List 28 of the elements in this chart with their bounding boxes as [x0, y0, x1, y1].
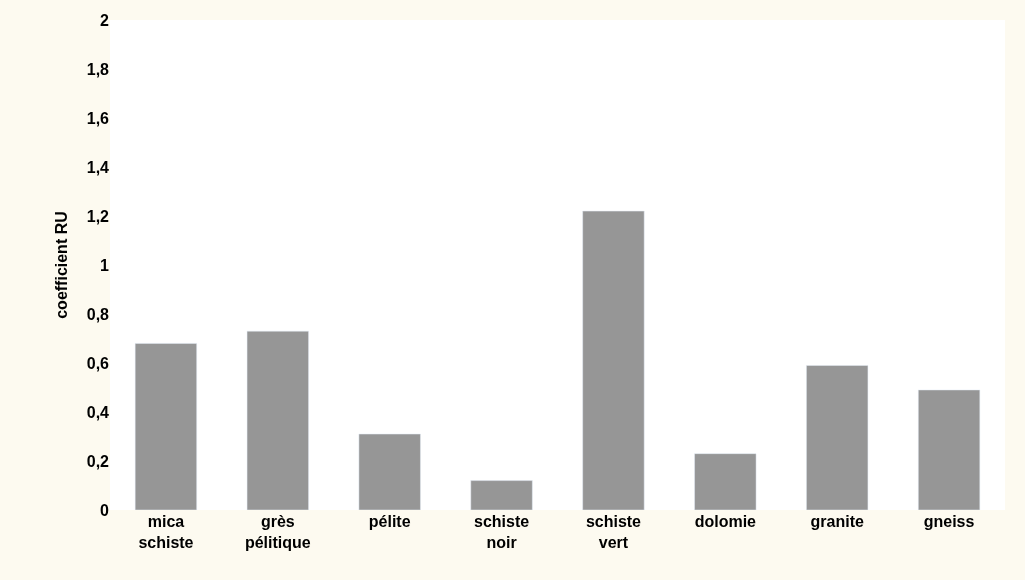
- bar: [694, 453, 757, 510]
- bar: [918, 389, 981, 510]
- y-axis-title: coefficient RU: [52, 211, 70, 319]
- bar: [470, 480, 533, 510]
- x-tick-label: schiste vert: [585, 513, 642, 551]
- y-tick-label: 1,2: [86, 207, 110, 225]
- y-tick-label: 1,8: [86, 60, 110, 78]
- y-tick-label: 1: [100, 256, 110, 274]
- bar: [246, 330, 309, 510]
- x-tick-label: schiste noir: [473, 513, 530, 551]
- y-tick-label: 0,6: [86, 354, 110, 372]
- x-tick-label: pélite: [368, 513, 411, 530]
- y-tick-label: 0,8: [86, 305, 110, 323]
- y-tick-label: 0,2: [86, 452, 110, 470]
- y-tick-label: 0,4: [86, 403, 110, 421]
- bar: [134, 343, 197, 510]
- bar: [358, 433, 421, 510]
- x-tick-label: grès pélitique: [244, 513, 311, 551]
- x-tick-label: gneiss: [923, 513, 975, 530]
- bar: [806, 365, 869, 510]
- y-tick-label: 1,6: [86, 109, 110, 127]
- bar: [582, 210, 645, 510]
- y-tick-label: 2: [100, 11, 110, 29]
- x-tick-label: granite: [810, 513, 864, 530]
- y-tick-label: 1,4: [86, 158, 110, 176]
- x-tick-label: mica schiste: [138, 513, 194, 551]
- y-tick-label: 0: [100, 501, 110, 519]
- x-tick-label: dolomie: [694, 513, 757, 530]
